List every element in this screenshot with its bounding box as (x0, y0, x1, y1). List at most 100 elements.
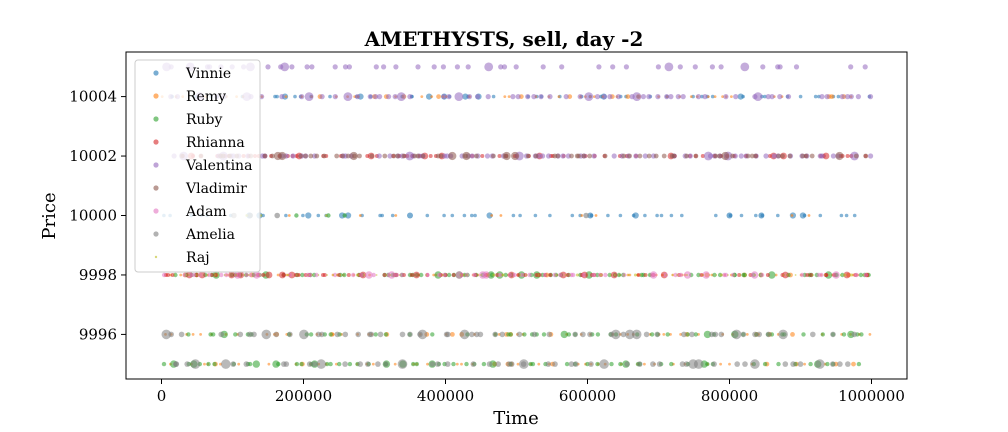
data-point-valentina (546, 153, 552, 159)
data-point-valentina (848, 64, 854, 70)
legend-item-vladimir[interactable]: Vladimir (153, 181, 247, 197)
data-point-remy (358, 214, 362, 217)
data-point-valentina (824, 94, 830, 100)
legend-item-adam[interactable]: Adam (153, 204, 227, 220)
data-point-raj (195, 274, 198, 276)
y-axis-label: Price (39, 192, 60, 239)
data-point-amelia (243, 361, 250, 367)
data-point-ruby (299, 361, 304, 367)
data-point-vladimir (780, 153, 785, 159)
data-point-raj (480, 274, 482, 276)
data-point-raj (248, 274, 250, 276)
legend[interactable]: Vinnie Remy Ruby Rhianna Valentina Vladimir Ad… (134, 59, 261, 273)
legend-label: Amelia (185, 227, 235, 243)
data-point-vladimir (401, 153, 407, 159)
data-point-valentina (540, 64, 546, 70)
legend-item-raj[interactable]: Raj (154, 250, 210, 266)
data-point-adam (571, 272, 576, 278)
legend-item-remy[interactable]: Remy (153, 89, 226, 105)
data-point-valentina (392, 94, 398, 100)
data-point-vladimir (321, 153, 327, 159)
data-point-remy (284, 95, 288, 98)
data-point-raj (609, 274, 612, 276)
data-point-amelia (620, 331, 627, 338)
data-point-rhianna (337, 273, 342, 277)
legend-item-ruby[interactable]: Ruby (153, 112, 223, 128)
data-point-vladimir (303, 153, 308, 159)
legend-item-valentina[interactable]: Valentina (153, 158, 252, 174)
data-point-ruby (801, 332, 806, 337)
data-point-amelia (357, 361, 364, 367)
data-point-valentina (373, 64, 379, 70)
data-point-valentina (510, 94, 516, 100)
data-point-amelia (624, 361, 630, 367)
data-point-valentina (765, 94, 771, 100)
data-point-vinnie (669, 213, 674, 218)
data-point-adam (371, 272, 376, 278)
data-point-amelia (752, 331, 758, 338)
data-point-amelia (407, 331, 413, 338)
data-point-valentina (332, 64, 338, 70)
data-point-vladimir (502, 151, 511, 161)
data-point-amelia (306, 361, 313, 367)
data-point-valentina (642, 153, 648, 159)
data-point-valentina (531, 94, 537, 100)
data-point-valentina (633, 153, 639, 159)
data-point-amelia (221, 359, 231, 369)
legend-item-amelia[interactable]: Amelia (153, 227, 235, 243)
data-point-valentina (346, 64, 352, 70)
data-point-adam (425, 272, 430, 278)
data-point-adam (581, 272, 586, 278)
legend-label: Ruby (186, 112, 223, 128)
legend-marker (153, 162, 159, 168)
data-point-vinnie (533, 213, 538, 218)
data-point-vinnie (470, 213, 474, 218)
data-point-vinnie (813, 94, 818, 99)
legend-item-rhianna[interactable]: Rhianna (153, 135, 245, 151)
x-axis: 0 200000 400000 600000 800000 1000000 (157, 379, 905, 405)
data-point-ruby (685, 332, 690, 337)
data-point-vinnie (328, 94, 332, 99)
data-point-ruby (464, 361, 469, 367)
data-point-amelia (830, 331, 836, 338)
data-point-adam (442, 272, 447, 278)
data-point-vladimir (835, 151, 844, 161)
legend-item-vinnie[interactable]: Vinnie (153, 66, 231, 82)
y-tick-label: 10004 (69, 88, 117, 106)
data-point-amelia (611, 329, 621, 340)
data-point-vladimir (491, 153, 496, 159)
data-point-vladimir (415, 153, 421, 159)
data-point-vladimir (340, 153, 345, 159)
data-point-rhianna (170, 273, 175, 277)
data-point-vladimir (357, 153, 362, 159)
data-point-rhianna (261, 273, 266, 277)
data-point-raj (198, 274, 201, 276)
data-point-adam (287, 272, 292, 278)
data-point-ruby (294, 213, 299, 218)
data-point-adam (437, 272, 442, 278)
data-point-vladimir (717, 153, 723, 159)
data-point-adam (519, 272, 525, 278)
data-point-valentina (753, 92, 763, 101)
data-point-raj (375, 274, 378, 276)
data-point-adam (603, 272, 608, 278)
data-point-valentina (381, 64, 387, 70)
data-point-valentina (777, 94, 783, 100)
data-point-vinnie (426, 93, 433, 100)
data-point-ruby (419, 272, 424, 278)
data-point-ruby (347, 361, 353, 367)
data-point-adam (507, 272, 513, 278)
data-point-amelia (778, 329, 788, 340)
legend-marker (153, 208, 159, 214)
data-point-raj (794, 274, 797, 276)
data-point-valentina (484, 153, 491, 159)
data-point-raj (733, 274, 735, 276)
data-point-ruby (595, 361, 600, 367)
data-point-valentina (677, 64, 683, 70)
data-point-valentina (640, 94, 647, 100)
data-point-rhianna (537, 273, 542, 277)
y-tick-label: 9998 (79, 266, 117, 284)
data-point-adam (759, 272, 765, 278)
data-point-valentina (484, 62, 494, 72)
data-point-remy (430, 95, 434, 98)
